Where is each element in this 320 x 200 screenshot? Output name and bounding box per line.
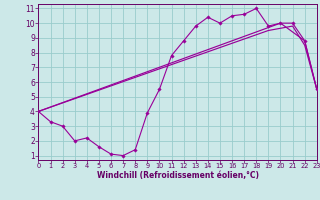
X-axis label: Windchill (Refroidissement éolien,°C): Windchill (Refroidissement éolien,°C)	[97, 171, 259, 180]
